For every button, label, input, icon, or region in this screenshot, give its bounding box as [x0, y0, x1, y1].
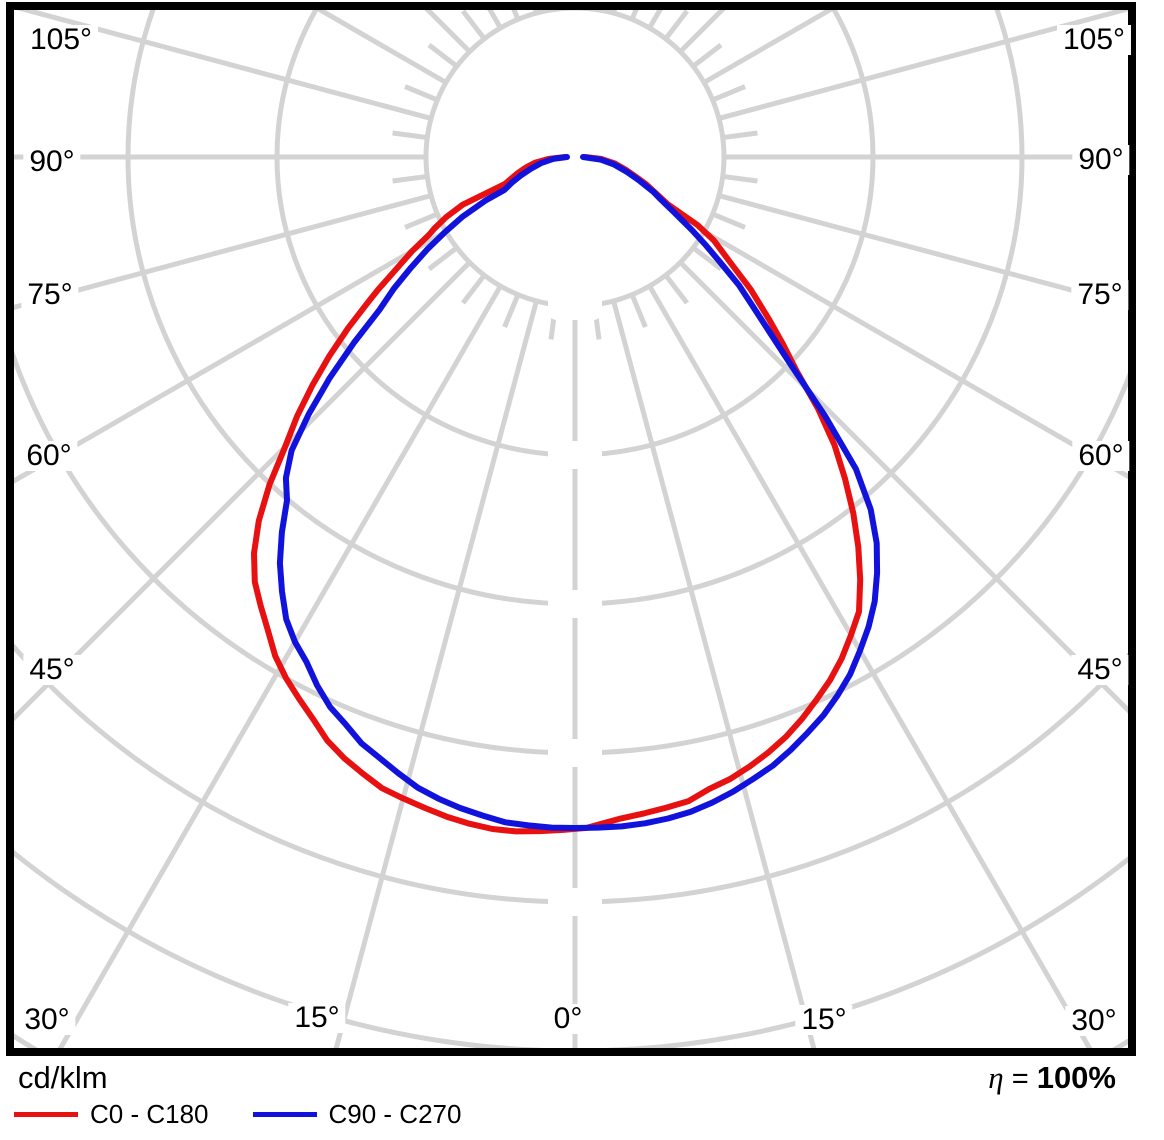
grid-ring: [423, 10, 727, 309]
axis-ring-gap: [548, 888, 602, 916]
grid-radial-line: [647, 284, 1093, 1048]
eta-symbol: η: [988, 1060, 1004, 1095]
angle-label: 90°: [1072, 145, 1130, 175]
grid-angle-tick: [711, 84, 746, 103]
grid-radial-line: [57, 284, 503, 1048]
grid-angle-tick: [663, 273, 689, 305]
angle-label: 60°: [20, 441, 78, 471]
grid-radial-line: [611, 300, 817, 1048]
grid-radial-line: [14, 193, 432, 310]
grid-angle-tick: [691, 43, 723, 69]
c0-c180-label: C0 - C180: [90, 1099, 209, 1129]
grid-angle-tick: [691, 245, 723, 271]
eta-equals: =: [1011, 1063, 1037, 1095]
axis-ring-gap: [548, 292, 602, 320]
grid-angle-tick: [427, 245, 459, 271]
grid-radial-line: [678, 260, 1128, 714]
grid-radial-line: [333, 300, 539, 1048]
axis-ring-gap: [548, 739, 602, 767]
grid-angle-tick: [511, 10, 521, 21]
grid-angle-tick: [722, 173, 758, 184]
grid-radial-line: [702, 229, 1128, 480]
angle-label: 60°: [1072, 441, 1130, 471]
light-output-ratio: η = 100%: [988, 1060, 1116, 1096]
legend-item-c0-c180: C0 - C180: [14, 1100, 209, 1128]
grid-angle-tick: [404, 211, 439, 230]
angle-label: 45°: [1071, 655, 1129, 685]
eta-value: 100%: [1036, 1060, 1116, 1095]
c90-c270-swatch: [252, 1111, 317, 1117]
grid-angle-tick: [629, 293, 648, 328]
axis-ring-gap: [548, 590, 602, 618]
grid-radial-line: [718, 193, 1128, 308]
grid-angle-tick: [461, 273, 487, 305]
grid-angle-tick: [392, 130, 428, 141]
c90-c270-label: C90 - C270: [328, 1099, 462, 1129]
angle-label: 15°: [795, 1005, 853, 1035]
grid-radial-line: [718, 10, 1128, 121]
angle-label: 45°: [23, 655, 81, 685]
angle-label: 105°: [23, 25, 99, 55]
angle-label: 0°: [547, 1004, 589, 1034]
grid-angle-tick: [663, 10, 689, 41]
grid-angle-tick: [502, 293, 521, 328]
grid-ring: [14, 350, 1128, 756]
grid-angle-tick: [629, 10, 639, 21]
angle-label: 30°: [18, 1005, 76, 1035]
angle-label: 30°: [1065, 1006, 1123, 1036]
angle-label: 105°: [1056, 25, 1132, 55]
grid-angle-tick: [392, 173, 428, 184]
grid-angle-tick: [711, 211, 746, 230]
grid-angle-tick: [427, 43, 459, 69]
angle-label: 75°: [1071, 280, 1129, 310]
grid-angle-tick: [404, 84, 439, 103]
plot-frame: [6, 2, 1136, 1056]
c0-c180-curve: [251, 154, 864, 835]
c0-c180-swatch: [14, 1111, 78, 1117]
grid-angle-tick: [461, 10, 487, 41]
angle-label: 75°: [21, 280, 79, 310]
angle-label: 15°: [288, 1003, 346, 1033]
grid-radial-line: [16, 10, 432, 121]
axis-ring-gap: [548, 441, 602, 469]
grid-radial-line: [14, 260, 472, 722]
grid-radial-line: [14, 229, 448, 484]
legend-item-c90-c270: C90 - C270: [252, 1099, 462, 1129]
c90-c270-curve: [276, 154, 881, 831]
grid-angle-tick: [722, 130, 758, 141]
angle-label: 90°: [23, 147, 81, 177]
unit-label: cd/klm: [18, 1060, 108, 1095]
legend: C0 - C180 C90 - C270: [14, 1100, 505, 1128]
